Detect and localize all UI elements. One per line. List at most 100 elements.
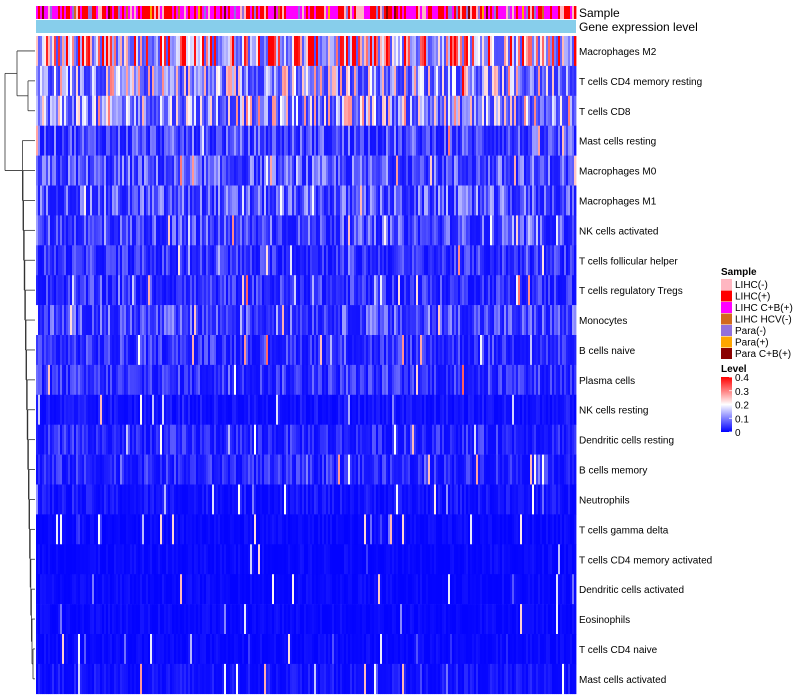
heatmap-cell xyxy=(426,125,429,156)
heatmap-cell xyxy=(60,484,63,515)
heatmap-cell xyxy=(186,514,189,545)
heatmap-cell xyxy=(198,65,201,97)
heatmap-cell xyxy=(158,65,161,97)
heatmap-cell xyxy=(522,364,525,396)
heatmap-cell xyxy=(354,364,357,396)
heatmap-cell xyxy=(410,245,413,276)
heatmap-cell xyxy=(278,215,281,246)
heatmap-cell xyxy=(428,484,431,515)
heatmap-cell xyxy=(548,394,551,425)
heatmap-cell xyxy=(108,394,111,425)
heatmap-cell xyxy=(88,185,91,216)
heatmap-cell xyxy=(470,65,473,97)
heatmap-cell xyxy=(118,454,121,485)
heatmap-cell xyxy=(172,424,175,455)
heatmap-cell xyxy=(126,65,129,97)
heatmap-cell xyxy=(508,424,511,455)
heatmap-cell xyxy=(480,95,483,126)
heatmap-cell xyxy=(298,275,301,306)
heatmap-cell xyxy=(460,454,463,485)
heatmap-cell xyxy=(340,514,343,545)
heatmap-cell xyxy=(66,335,69,366)
heatmap-cell xyxy=(316,424,319,455)
heatmap-cell xyxy=(232,245,235,276)
heatmap-cell xyxy=(464,185,467,216)
sample-cell xyxy=(48,6,51,19)
heatmap-cell xyxy=(304,364,307,396)
heatmap-cell xyxy=(168,65,171,97)
sample-cell xyxy=(474,6,477,19)
heatmap-cell xyxy=(368,36,371,67)
heatmap-cell xyxy=(158,484,161,515)
heatmap-cell xyxy=(232,484,235,515)
heatmap-cell xyxy=(402,65,405,97)
heatmap-cell xyxy=(566,245,569,276)
heatmap-cell xyxy=(290,125,293,156)
heatmap-cell xyxy=(118,544,121,575)
heatmap-cell xyxy=(288,364,291,396)
heatmap-cell xyxy=(100,364,103,396)
heatmap-cell xyxy=(502,215,505,246)
heatmap-cell xyxy=(302,36,305,67)
heatmap-cell xyxy=(306,335,309,366)
heatmap-cell xyxy=(148,335,151,366)
heatmap-cell xyxy=(180,514,183,545)
sample-cell xyxy=(194,6,197,19)
heatmap-cell xyxy=(250,65,253,97)
heatmap-cell xyxy=(118,514,121,545)
heatmap-cell xyxy=(270,424,273,455)
heatmap-cell xyxy=(220,484,223,515)
heatmap-cell xyxy=(96,125,99,156)
heatmap-cell xyxy=(254,155,257,186)
heatmap-cell xyxy=(442,454,445,485)
sample-cell xyxy=(214,6,217,19)
heatmap-cell xyxy=(534,125,537,156)
heatmap-cell xyxy=(388,335,391,366)
heatmap-cell xyxy=(430,125,433,156)
heatmap-cell xyxy=(508,364,511,396)
sample-cell xyxy=(280,6,283,19)
heatmap-cell xyxy=(214,95,217,126)
heatmap-cell xyxy=(356,305,359,336)
heatmap-cell xyxy=(82,305,85,336)
heatmap-cell xyxy=(526,215,529,246)
heatmap-cell xyxy=(122,394,125,425)
heatmap-cell xyxy=(440,36,443,67)
heatmap-cell xyxy=(272,424,275,455)
heatmap-cell xyxy=(560,454,563,485)
heatmap-cell xyxy=(364,305,367,336)
heatmap-cell xyxy=(60,36,63,67)
heatmap-cell xyxy=(276,65,279,97)
heatmap-cell xyxy=(70,275,73,306)
sample-cell xyxy=(500,6,503,19)
heatmap-cell xyxy=(214,394,217,425)
heatmap-cell xyxy=(466,36,469,67)
heatmap-cell xyxy=(338,155,341,186)
heatmap-cell xyxy=(350,424,353,455)
sample-cell xyxy=(86,6,89,19)
heatmap-cell xyxy=(516,215,519,246)
heatmap-cell xyxy=(400,335,403,366)
heatmap-cell xyxy=(452,514,455,545)
heatmap-cell xyxy=(170,394,173,425)
heatmap-cell xyxy=(76,335,79,366)
heatmap-cell xyxy=(460,364,463,396)
heatmap-cell xyxy=(486,364,489,396)
heatmap-cell xyxy=(316,305,319,336)
heatmap-cell xyxy=(530,245,533,276)
heatmap-cell xyxy=(264,215,267,246)
heatmap-cell xyxy=(272,484,275,515)
heatmap-cell xyxy=(464,454,467,485)
heatmap-cell xyxy=(178,424,181,455)
heatmap-cell xyxy=(218,95,221,126)
heatmap-cell xyxy=(170,454,173,485)
heatmap-cell xyxy=(450,65,453,97)
heatmap-cell xyxy=(466,305,469,336)
heatmap-cell xyxy=(68,364,71,396)
heatmap-cell xyxy=(534,364,537,396)
heatmap-cell xyxy=(300,125,303,156)
heatmap-cell xyxy=(86,95,89,126)
heatmap-cell xyxy=(106,36,109,67)
heatmap-cell xyxy=(376,185,379,216)
heatmap-cell xyxy=(74,544,77,575)
